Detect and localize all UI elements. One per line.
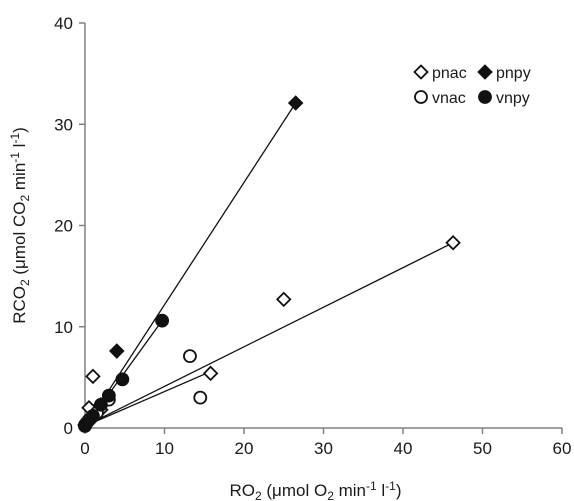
x-tick-label: 50	[473, 439, 492, 458]
point-pnac	[85, 368, 101, 385]
legend-label-vnac: vnac	[432, 90, 466, 107]
y-axis-label: RCO2 (μmol CO2 min-1 l-1)	[8, 127, 32, 324]
fit-line-pnac	[84, 242, 454, 427]
axis-labels: RO2 (μmol O2 min-1 l-1) RCO2 (μmol CO2 mi…	[8, 127, 402, 501]
x-tick-label: 30	[314, 439, 333, 458]
y-tick-label: 30	[54, 115, 73, 134]
x-tick-label: 40	[394, 439, 413, 458]
x-tick-label: 0	[80, 439, 89, 458]
x-tick-label: 20	[235, 439, 254, 458]
x-tick-label: 60	[553, 439, 572, 458]
legend-marker-pnac	[413, 64, 429, 80]
legend-label-pnac: pnac	[432, 65, 467, 82]
point-vnpy	[155, 313, 170, 328]
point-vnpy	[78, 419, 92, 433]
point-pnac	[202, 365, 219, 382]
point-vnpy	[101, 388, 116, 403]
fit-lines	[84, 102, 454, 428]
point-pnac	[445, 234, 461, 251]
y-tick-label: 0	[64, 419, 73, 438]
legend: pnac pnpy vnac vnpy	[413, 64, 531, 107]
point-pnpy	[109, 343, 125, 359]
legend-marker-vnac	[414, 90, 428, 104]
legend-marker-vnpy	[478, 90, 492, 104]
x-axis-label: RO2 (μmol O2 min-1 l-1)	[229, 479, 401, 501]
point-vnpy	[115, 372, 130, 387]
point-vnpy	[94, 397, 108, 412]
x-tick-label: 10	[155, 439, 174, 458]
point-pnac	[275, 291, 292, 308]
data-points	[77, 95, 461, 433]
legend-label-vnpy: vnpy	[496, 90, 530, 107]
y-tick-label: 40	[54, 14, 73, 33]
legend-marker-pnpy	[477, 64, 493, 80]
axes: 0 10 20 30 40 0 10 20 30 40 50 60	[54, 14, 571, 458]
point-vnac	[193, 390, 208, 405]
point-pnpy	[287, 95, 304, 111]
point-vnac	[183, 349, 197, 364]
y-tick-label: 20	[54, 217, 73, 236]
fit-line-vnac	[84, 373, 205, 427]
y-tick-label: 10	[54, 318, 73, 337]
legend-label-pnpy: pnpy	[496, 65, 531, 82]
